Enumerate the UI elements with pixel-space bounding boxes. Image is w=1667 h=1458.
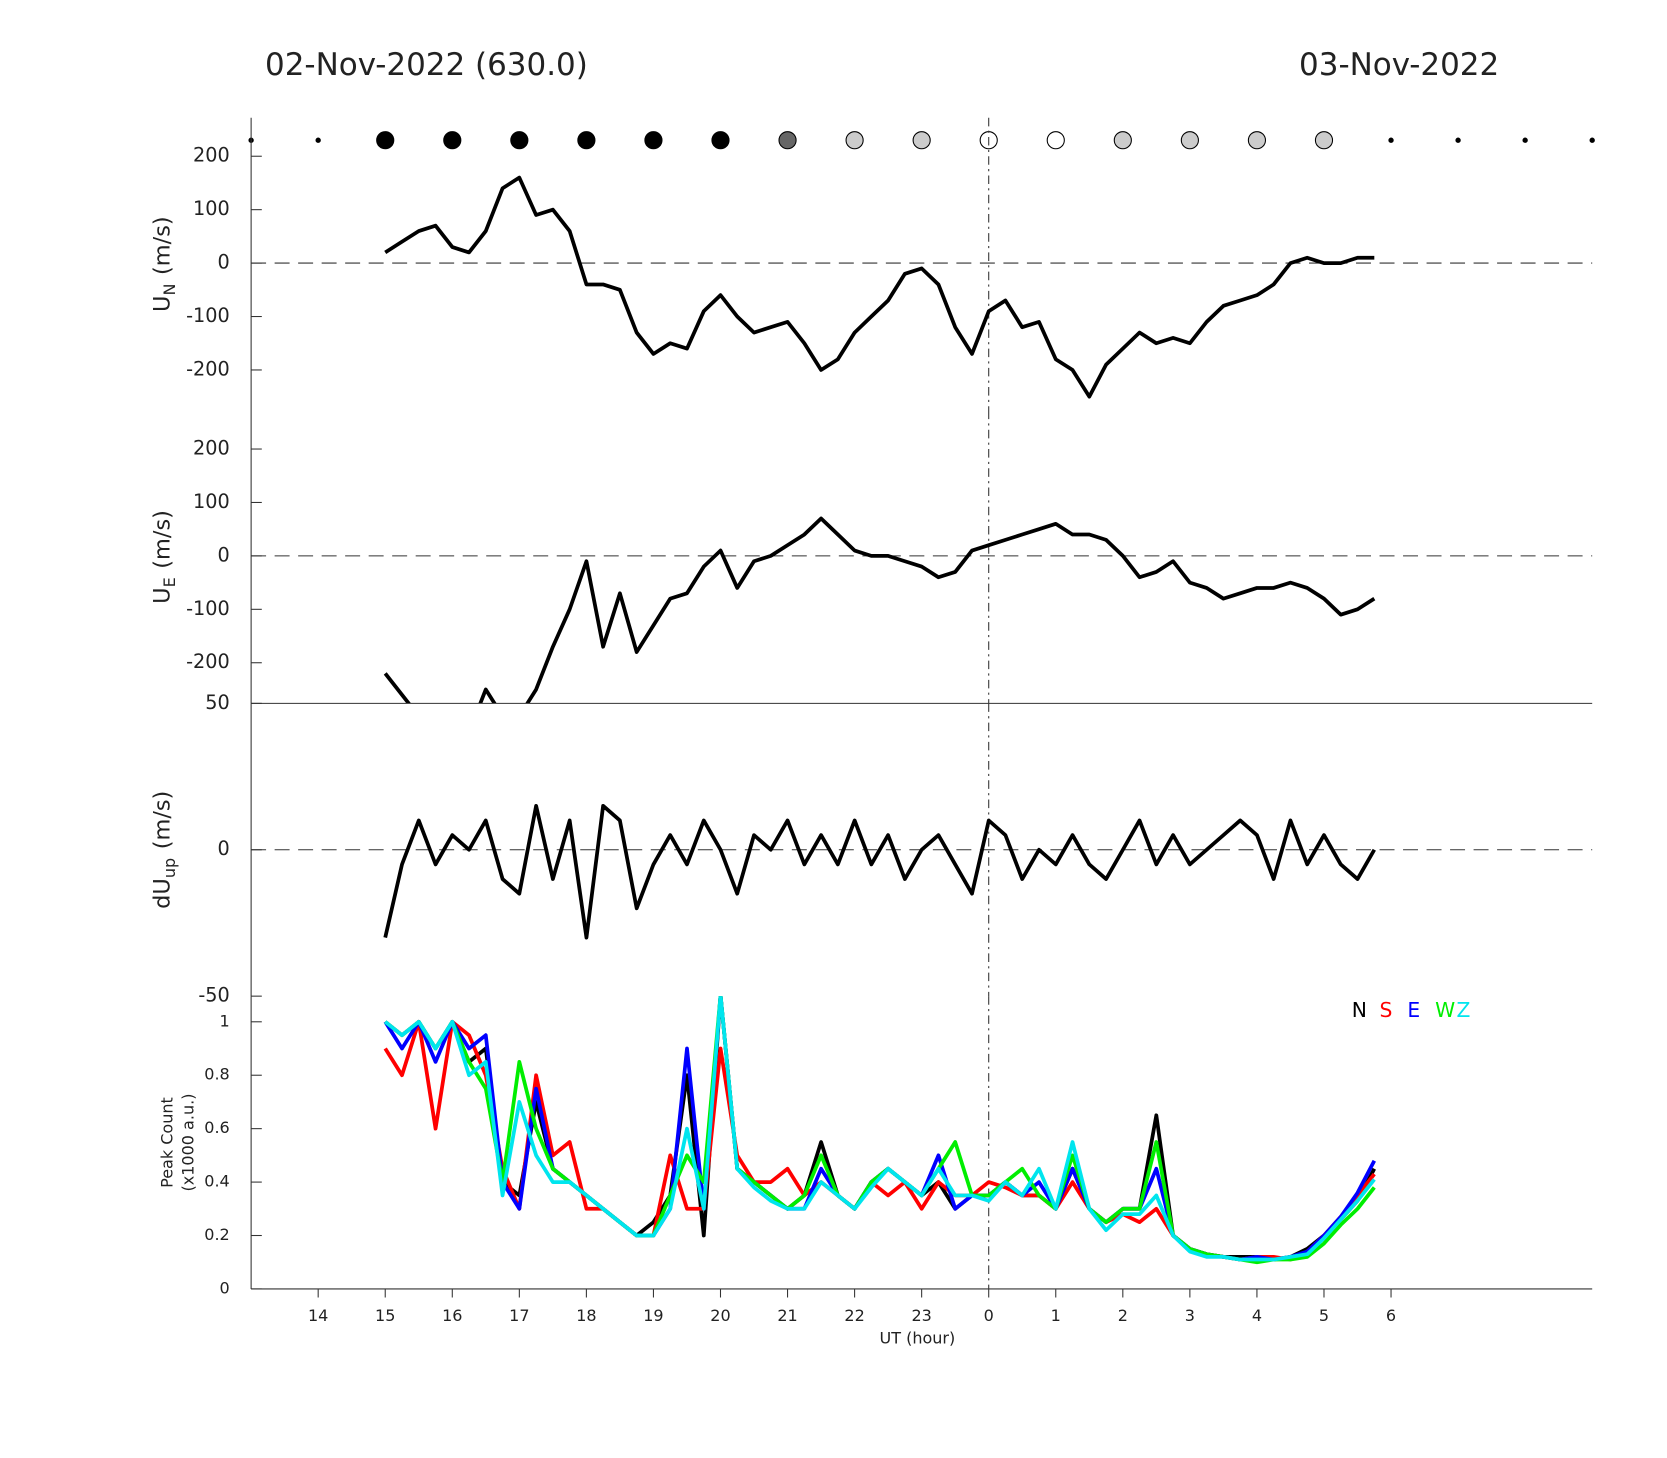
sky-marker (912, 131, 931, 150)
sky-marker (1388, 137, 1394, 143)
sky-marker (1589, 137, 1595, 143)
sky-marker (1046, 131, 1065, 150)
sky-marker (1522, 137, 1528, 143)
sky-marker (1180, 131, 1199, 150)
sky-marker (1247, 131, 1267, 150)
label-sub: N (159, 284, 178, 296)
y-tick-label: 0.8 (204, 1065, 229, 1084)
sky-marker (376, 131, 395, 150)
x-tick-label: 21 (777, 1306, 797, 1325)
x-tick-label: 23 (911, 1306, 931, 1325)
y-tick-label: 100 (193, 197, 230, 220)
data-line (384, 996, 1376, 1262)
x-tick-label: 20 (710, 1306, 730, 1325)
sky-marker (711, 131, 730, 150)
sky-marker (510, 131, 529, 150)
x-tick-label: 6 (1386, 1306, 1396, 1325)
y-tick-label: 0.2 (204, 1225, 229, 1244)
legend-entry: W (1435, 998, 1455, 1022)
y-tick-label: -100 (186, 304, 230, 327)
data-line (384, 996, 1376, 1265)
x-axis-label: UT (hour) (879, 1329, 955, 1348)
title-right: 03-Nov-2022 (1299, 47, 1499, 83)
y-tick-label: -50 (198, 984, 229, 1007)
sky-marker (443, 131, 462, 150)
x-tick-label: 15 (375, 1306, 395, 1325)
label-main: U (149, 296, 175, 312)
label-sub: up (159, 858, 178, 878)
y-tick-label: 200 (193, 144, 230, 167)
x-tick-label: 1 (1051, 1306, 1061, 1325)
y-tick-label: 100 (193, 490, 230, 513)
data-line (384, 996, 1376, 1262)
x-tick-label: 5 (1319, 1306, 1329, 1325)
x-tick-label: 17 (509, 1306, 529, 1325)
y-tick-label: -100 (186, 597, 230, 620)
y-tick-label: 200 (193, 437, 230, 460)
legend-entry: S (1380, 998, 1393, 1022)
y-axis-label: dUup (m/s) (149, 791, 178, 909)
legend-entry: E (1407, 998, 1420, 1022)
y-axis-label: UN (m/s) (149, 216, 178, 312)
legend-entry: N (1352, 998, 1367, 1022)
y-tick-label: 0 (218, 543, 230, 566)
label-unit: (m/s) (149, 791, 175, 850)
y-tick-label: 0 (218, 251, 230, 274)
sky-marker (1455, 137, 1461, 143)
title-left: 02-Nov-2022 (630.0) (265, 47, 588, 83)
sky-marker (1113, 131, 1132, 150)
y-tick-label: 0.4 (204, 1172, 229, 1191)
sky-marker (577, 131, 596, 150)
data-line (383, 1019, 1376, 1262)
x-tick-label: 14 (308, 1306, 328, 1325)
data-line (383, 516, 1376, 704)
sky-marker (1314, 131, 1334, 150)
y-axis-label: UE (m/s) (149, 510, 178, 604)
label-unit: (m/s) (149, 510, 175, 569)
y-axis-label: Peak Count (157, 1097, 176, 1188)
y-tick-label: 1 (220, 1011, 230, 1030)
x-tick-label: 19 (643, 1306, 663, 1325)
data-line (383, 996, 1376, 1262)
sky-marker (845, 131, 864, 150)
y-tick-label: 0 (218, 837, 230, 860)
label-unit: (m/s) (149, 216, 175, 275)
label-main: U (149, 587, 175, 603)
y-axis-label: (x1000 a.u.) (179, 1094, 198, 1192)
y-tick-label: 0 (220, 1278, 230, 1297)
data-line (383, 803, 1376, 940)
y-tick-label: -200 (186, 357, 230, 380)
x-tick-label: 4 (1252, 1306, 1262, 1325)
y-tick-label: 0.6 (204, 1118, 229, 1137)
x-tick-label: 22 (844, 1306, 864, 1325)
x-tick-label: 3 (1185, 1306, 1195, 1325)
x-tick-label: 2 (1118, 1306, 1128, 1325)
x-tick-label: 18 (576, 1306, 596, 1325)
y-tick-label: 50 (205, 691, 229, 714)
label-main: dU (149, 878, 175, 909)
x-tick-label: 0 (984, 1306, 994, 1325)
label-sub: E (159, 577, 178, 587)
legend-entry: Z (1456, 998, 1470, 1022)
x-tick-label: 16 (442, 1306, 462, 1325)
y-tick-label: -200 (186, 650, 230, 673)
sky-marker (778, 131, 797, 150)
sky-marker (644, 131, 663, 150)
sky-marker (315, 137, 321, 143)
data-line (384, 175, 1375, 399)
